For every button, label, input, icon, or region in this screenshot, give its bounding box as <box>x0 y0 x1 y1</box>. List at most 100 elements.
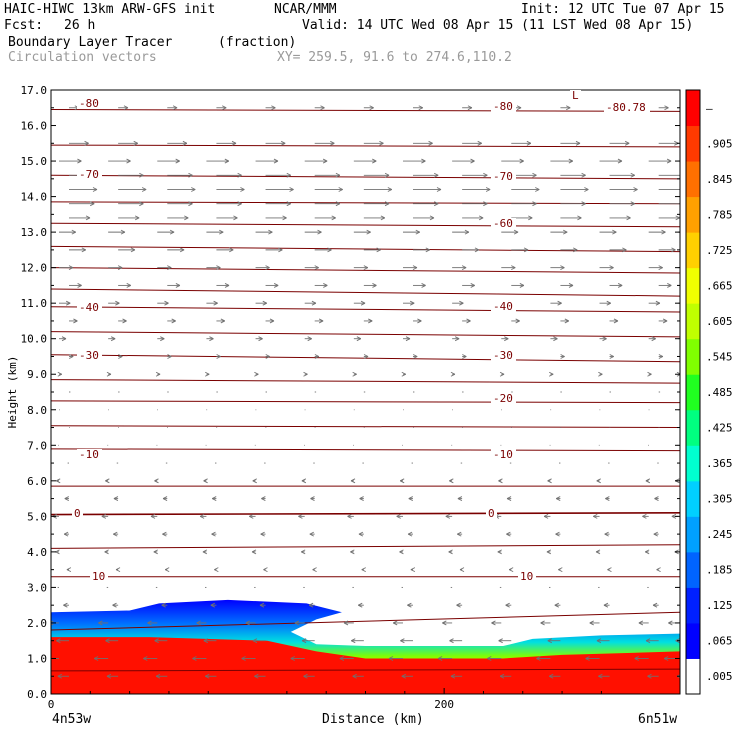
wind-vector <box>64 496 70 501</box>
colorbar-label: .245 <box>706 528 733 541</box>
contour-line <box>51 306 680 313</box>
y-tick-label: 8.0 <box>27 404 47 417</box>
wind-vector <box>658 318 668 324</box>
wind-vector <box>449 478 454 484</box>
wind-vector <box>599 158 623 164</box>
wind-vector <box>353 229 371 235</box>
wind-vector <box>598 371 603 377</box>
x-tick-label: 200 <box>434 698 454 711</box>
wind-vector <box>265 187 294 192</box>
wind-vector <box>301 478 307 484</box>
wind-vector <box>363 215 386 221</box>
colorbar-swatch <box>686 658 700 695</box>
wind-vector <box>69 283 82 288</box>
wind-vector <box>108 300 120 306</box>
wind-vector <box>108 336 116 342</box>
wind-vector <box>648 336 656 342</box>
wind-vector <box>216 247 234 253</box>
wind-vector <box>506 496 512 501</box>
y-tick-label: 16.0 <box>21 120 48 133</box>
colorbar-swatch <box>686 409 700 446</box>
wind-vector <box>303 673 315 679</box>
wind-vector <box>314 187 343 192</box>
contour-label-bg <box>491 218 516 229</box>
wind-vector <box>363 247 381 253</box>
wind-vector <box>118 105 129 111</box>
wind-vector <box>155 371 161 377</box>
wind-vector <box>648 265 663 271</box>
wind-vector <box>59 229 77 235</box>
wind-vector <box>501 265 516 271</box>
contour-label-bg <box>570 90 581 101</box>
wind-vector <box>585 656 600 661</box>
wind-vector <box>216 283 230 288</box>
wind-vector <box>452 336 460 342</box>
wind-vector <box>609 354 614 359</box>
wind-vector <box>216 318 226 324</box>
wind-vector <box>399 549 404 555</box>
wind-vector <box>560 172 586 178</box>
wind-vector <box>314 283 328 288</box>
wind-vector <box>546 549 552 555</box>
wind-vector <box>252 638 266 644</box>
wind-vector <box>118 201 144 207</box>
contour-label-bg <box>77 449 102 460</box>
colorbar-label: .725 <box>706 244 733 257</box>
wind-vector <box>167 201 193 207</box>
wind-vector <box>63 602 69 608</box>
y-tick-label: 0.0 <box>27 688 47 701</box>
wind-vector <box>210 602 217 608</box>
wind-vector <box>462 105 473 111</box>
wind-vector <box>499 371 505 377</box>
wind-vector <box>98 620 109 626</box>
wind-vector <box>108 158 131 164</box>
wind-vector <box>437 656 453 661</box>
wind-vector <box>265 215 287 221</box>
wind-vector <box>652 602 659 608</box>
fcst-label: Fcst: <box>4 18 44 33</box>
wind-vector <box>205 673 217 679</box>
wind-vector <box>157 300 169 306</box>
wind-vector <box>560 283 574 288</box>
colorbar-swatch <box>686 587 700 624</box>
wind-vector <box>596 478 601 484</box>
contour-label: -40 <box>79 301 99 314</box>
wind-vector <box>412 201 439 207</box>
wind-vector <box>106 371 112 377</box>
wind-vector <box>412 140 433 146</box>
colorbar-swatch <box>686 338 700 375</box>
contour-label-bg <box>604 102 650 113</box>
wind-vector <box>93 656 109 661</box>
wind-vector <box>254 673 266 679</box>
colorbar-label: .065 <box>706 635 733 648</box>
wind-vector <box>59 300 71 306</box>
colorbar-swatch <box>686 551 700 588</box>
wind-vector <box>358 531 364 537</box>
wind-vector <box>314 201 341 207</box>
wind-vector <box>412 187 442 192</box>
valid-label: Valid: 14 UTC Wed 08 Apr 15 (11 LST Wed … <box>302 18 694 33</box>
wind-vector <box>143 656 158 661</box>
wind-vector <box>543 513 551 519</box>
wind-vector <box>150 513 158 519</box>
wind-vector <box>645 638 659 644</box>
wind-vector <box>106 673 119 679</box>
wind-vector <box>560 187 589 192</box>
wind-vector <box>352 673 364 679</box>
wind-vector <box>164 567 170 573</box>
wind-vector <box>202 549 208 555</box>
wind-vector <box>536 656 551 661</box>
wind-vector <box>363 201 390 207</box>
wind-vector <box>68 354 74 359</box>
contour-label: -80.78 <box>606 101 646 114</box>
wind-vector <box>57 673 69 679</box>
wind-vector <box>501 336 509 342</box>
wind-vector <box>605 496 610 501</box>
contour-label-bg <box>491 350 516 361</box>
wind-vector <box>192 656 207 661</box>
x-axis-label: Distance (km) <box>322 712 424 727</box>
contour-label: -70 <box>493 170 513 183</box>
wind-vector <box>118 140 138 146</box>
wind-vector <box>501 229 519 235</box>
wind-vector <box>59 336 67 342</box>
